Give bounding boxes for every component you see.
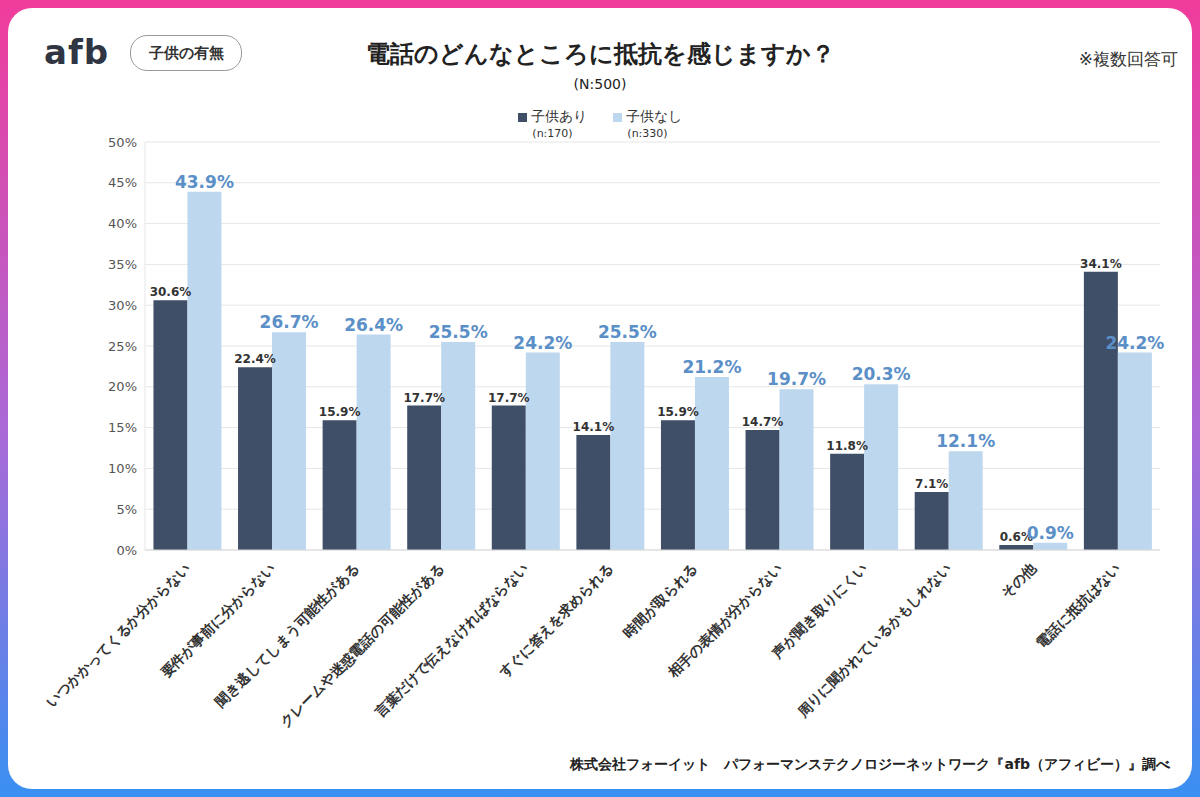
svg-text:26.7%: 26.7% xyxy=(260,312,319,332)
svg-text:40%: 40% xyxy=(108,216,137,231)
html-text:子供あり: 子供あり xyxy=(531,108,587,124)
svg-text:周りに聞かれているかもしれない: 周りに聞かれているかもしれない xyxy=(794,560,955,721)
svg-text:20%: 20% xyxy=(108,379,137,394)
svg-text:20.3%: 20.3% xyxy=(852,364,911,384)
svg-text:すぐに答えを求められる: すぐに答えを求められる xyxy=(495,560,616,681)
svg-text:22.4%: 22.4% xyxy=(234,352,276,366)
svg-text:30%: 30% xyxy=(108,298,137,313)
html-text:子供なし: 子供なし xyxy=(626,108,682,124)
svg-text:24.2%: 24.2% xyxy=(513,333,572,353)
svg-text:11.8%: 11.8% xyxy=(826,439,868,453)
html-text:(N:500): (N:500) xyxy=(573,76,627,92)
svg-text:いつかかってくるか分からない: いつかかってくるか分からない xyxy=(43,560,193,710)
svg-text:25.5%: 25.5% xyxy=(429,322,488,342)
html-text:電話のどんなところに抵抗を感じますか？: 電話のどんなところに抵抗を感じますか？ xyxy=(365,40,835,68)
svg-text:0.9%: 0.9% xyxy=(1027,523,1074,543)
svg-text:45%: 45% xyxy=(108,175,137,190)
svg-text:5%: 5% xyxy=(116,502,137,517)
html-text:※複数回答可: ※複数回答可 xyxy=(1078,49,1178,69)
svg-text:時間が取られる: 時間が取られる xyxy=(620,560,701,641)
html-text:afb: afb xyxy=(44,32,110,72)
svg-text:14.1%: 14.1% xyxy=(573,420,615,434)
svg-text:17.7%: 17.7% xyxy=(403,391,445,405)
svg-text:相手の表情が分からない: 相手の表情が分からない xyxy=(664,560,785,681)
svg-text:19.7%: 19.7% xyxy=(767,369,826,389)
svg-text:35%: 35% xyxy=(108,257,137,272)
html-text:(n:170): (n:170) xyxy=(532,127,573,140)
svg-text:7.1%: 7.1% xyxy=(915,477,948,491)
svg-text:25%: 25% xyxy=(108,339,137,354)
svg-text:24.2%: 24.2% xyxy=(1105,333,1164,353)
svg-text:要件が事前に分からない: 要件が事前に分からない xyxy=(157,560,278,681)
svg-text:言葉だけで伝えなければならない: 言葉だけで伝えなければならない xyxy=(371,560,532,721)
svg-text:声が聞き取りにくい: 声が聞き取りにくい xyxy=(768,560,869,661)
svg-text:26.4%: 26.4% xyxy=(344,315,403,335)
svg-text:15.9%: 15.9% xyxy=(657,405,699,419)
svg-text:30.6%: 30.6% xyxy=(150,285,192,299)
svg-text:15.9%: 15.9% xyxy=(319,405,361,419)
svg-text:0%: 0% xyxy=(116,543,137,558)
svg-text:17.7%: 17.7% xyxy=(488,391,530,405)
html-text:(n:330): (n:330) xyxy=(627,127,668,140)
svg-text:クレームや迷惑電話の可能性がある: クレームや迷惑電話の可能性がある xyxy=(277,560,447,730)
svg-text:43.9%: 43.9% xyxy=(175,172,234,192)
svg-text:聞き逃してしまう可能性がある: 聞き逃してしまう可能性がある xyxy=(212,560,363,711)
svg-text:25.5%: 25.5% xyxy=(598,322,657,342)
svg-text:34.1%: 34.1% xyxy=(1080,257,1122,271)
html-text:株式会社フォーイット パフォーマンステクノロジーネットワーク: 株式会社フォーイット パフォーマンステクノロジーネットワーク『afb（アフィビー… xyxy=(570,756,1170,772)
svg-text:10%: 10% xyxy=(108,461,137,476)
svg-text:14.7%: 14.7% xyxy=(742,415,784,429)
svg-text:0.6%: 0.6% xyxy=(999,530,1033,545)
svg-text:12.1%: 12.1% xyxy=(936,431,995,451)
svg-text:21.2%: 21.2% xyxy=(682,357,741,377)
svg-text:50%: 50% xyxy=(108,135,137,150)
svg-text:15%: 15% xyxy=(108,420,137,435)
html-text:子供の有無: 子供の有無 xyxy=(148,43,224,62)
svg-text:その他: その他 xyxy=(998,560,1040,602)
svg-text:電話に抵抗はない: 電話に抵抗はない xyxy=(1033,560,1124,651)
